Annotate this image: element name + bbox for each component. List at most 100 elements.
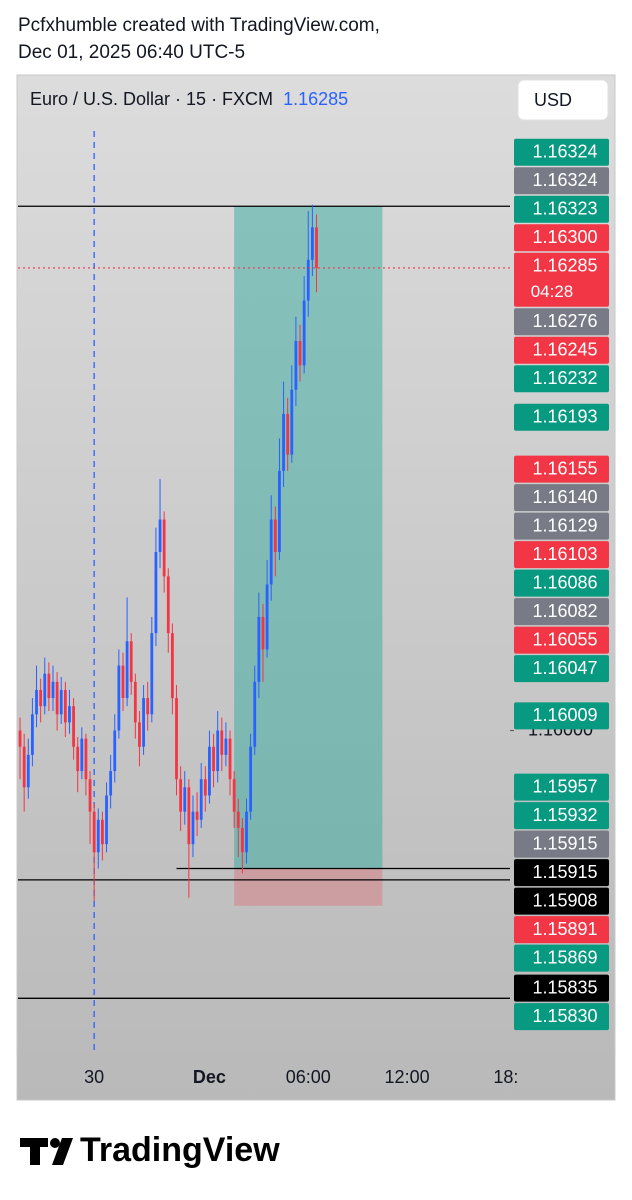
currency[interactable]: USD	[534, 90, 572, 110]
symbol: Euro / U.S. Dollar · 15 · FXCM	[30, 89, 273, 109]
price-tag-label: 1.16103	[532, 544, 597, 564]
price-tag	[514, 195, 609, 223]
price-tag-label: 1.16324	[532, 141, 597, 161]
candle-body	[208, 746, 211, 796]
candle-body	[101, 819, 104, 845]
price-tag	[514, 365, 609, 393]
price-tag	[514, 224, 609, 252]
price-tag	[514, 655, 609, 683]
price-tag	[514, 626, 609, 654]
candle-body	[31, 714, 34, 755]
candle-body	[55, 681, 59, 715]
candle-body	[84, 738, 88, 780]
x-tick-label: 18:	[493, 1067, 518, 1087]
price-tag	[514, 308, 609, 336]
candle-body	[22, 746, 26, 788]
price-tag-label: 1.15869	[532, 947, 597, 967]
candle-body	[138, 722, 141, 747]
price-tag	[514, 916, 609, 944]
candle-body	[63, 689, 67, 723]
plot-area	[18, 130, 510, 1052]
candle-body	[236, 811, 240, 828]
candle-body	[290, 389, 294, 455]
candle-body	[179, 779, 183, 812]
candle-body	[232, 779, 236, 812]
price-tag-label: 1.15835	[532, 977, 597, 997]
candle-body	[187, 787, 191, 845]
candle-body	[129, 641, 133, 682]
candle-body	[306, 259, 310, 301]
candle-body	[72, 706, 75, 747]
candle-body	[286, 414, 290, 455]
title: Pcfxhumble created with TradingView.com,	[18, 15, 380, 36]
candle-body	[273, 519, 277, 552]
candle-body	[195, 811, 199, 820]
candle-body	[216, 730, 220, 772]
price-tag-label: 1.16193	[532, 407, 597, 427]
candle-body	[150, 633, 154, 715]
x-tick-label: 06:00	[286, 1067, 331, 1087]
price-tag-label: 1.15830	[532, 1006, 597, 1026]
candle-body	[39, 689, 43, 707]
price-tag-label: 1.16300	[532, 227, 597, 247]
candle-body	[142, 698, 145, 747]
price-tag	[514, 773, 609, 801]
candle-body	[261, 616, 265, 650]
price-tag-label: 1.15915	[532, 833, 597, 853]
candle-body	[154, 551, 158, 634]
candle-body	[80, 738, 84, 772]
x-tick-label: Dec	[193, 1067, 226, 1087]
candle-body	[18, 730, 22, 747]
price-tag	[514, 598, 609, 626]
candle-body	[113, 730, 117, 772]
candle-body	[294, 340, 298, 390]
candle-body	[162, 519, 166, 577]
position-loss	[234, 868, 383, 906]
candle-body	[265, 584, 269, 650]
x-tick-label: 30	[84, 1067, 104, 1087]
currency-button[interactable]	[517, 79, 609, 121]
candle-body	[199, 779, 203, 820]
price-tag-label: 1.16155	[532, 458, 597, 478]
countdown: 04:28	[531, 282, 574, 301]
candle-body	[203, 779, 207, 796]
price-tag-label: 1.16245	[532, 339, 597, 359]
candle-body	[109, 771, 113, 796]
brand: TradingView	[80, 1131, 280, 1169]
price-tag	[514, 336, 609, 364]
price-tag-label: 1.16324	[532, 170, 597, 190]
price-tag-label: 1.16140	[532, 487, 597, 507]
candle-body	[249, 746, 253, 812]
price-tag	[514, 802, 609, 830]
price-tag	[514, 403, 609, 431]
price-tag	[514, 252, 609, 307]
price-tag-label: 1.16086	[532, 572, 597, 592]
candle-body	[117, 665, 121, 731]
candle-body	[315, 227, 318, 268]
price-tag-label: 1.16285	[532, 255, 597, 275]
candle-body	[224, 738, 228, 755]
price-tag-label: 1.15908	[532, 890, 597, 910]
candle-body	[88, 779, 92, 812]
candle-body	[278, 470, 281, 552]
candle-body	[47, 673, 51, 699]
price-tag-label: 1.16129	[532, 515, 597, 535]
price-tag-label: 1.16323	[532, 198, 597, 218]
price-tag	[514, 859, 609, 887]
price-tag-label: 1.15915	[532, 862, 597, 882]
candle-body	[146, 698, 150, 715]
candle-body	[121, 665, 125, 699]
candle-body	[96, 819, 100, 853]
candle-body	[183, 787, 187, 812]
position-profit	[234, 206, 383, 869]
candle-body	[59, 689, 63, 715]
price-tag-label: 1.15932	[532, 805, 597, 825]
candle-body	[166, 576, 170, 634]
price-tag	[514, 887, 609, 915]
price-tag	[514, 484, 609, 512]
price-tag	[514, 944, 609, 972]
candle-body	[158, 519, 162, 552]
candle-body	[310, 227, 314, 260]
candle-body	[269, 519, 273, 585]
price-tag-label: 1.16009	[532, 705, 597, 725]
